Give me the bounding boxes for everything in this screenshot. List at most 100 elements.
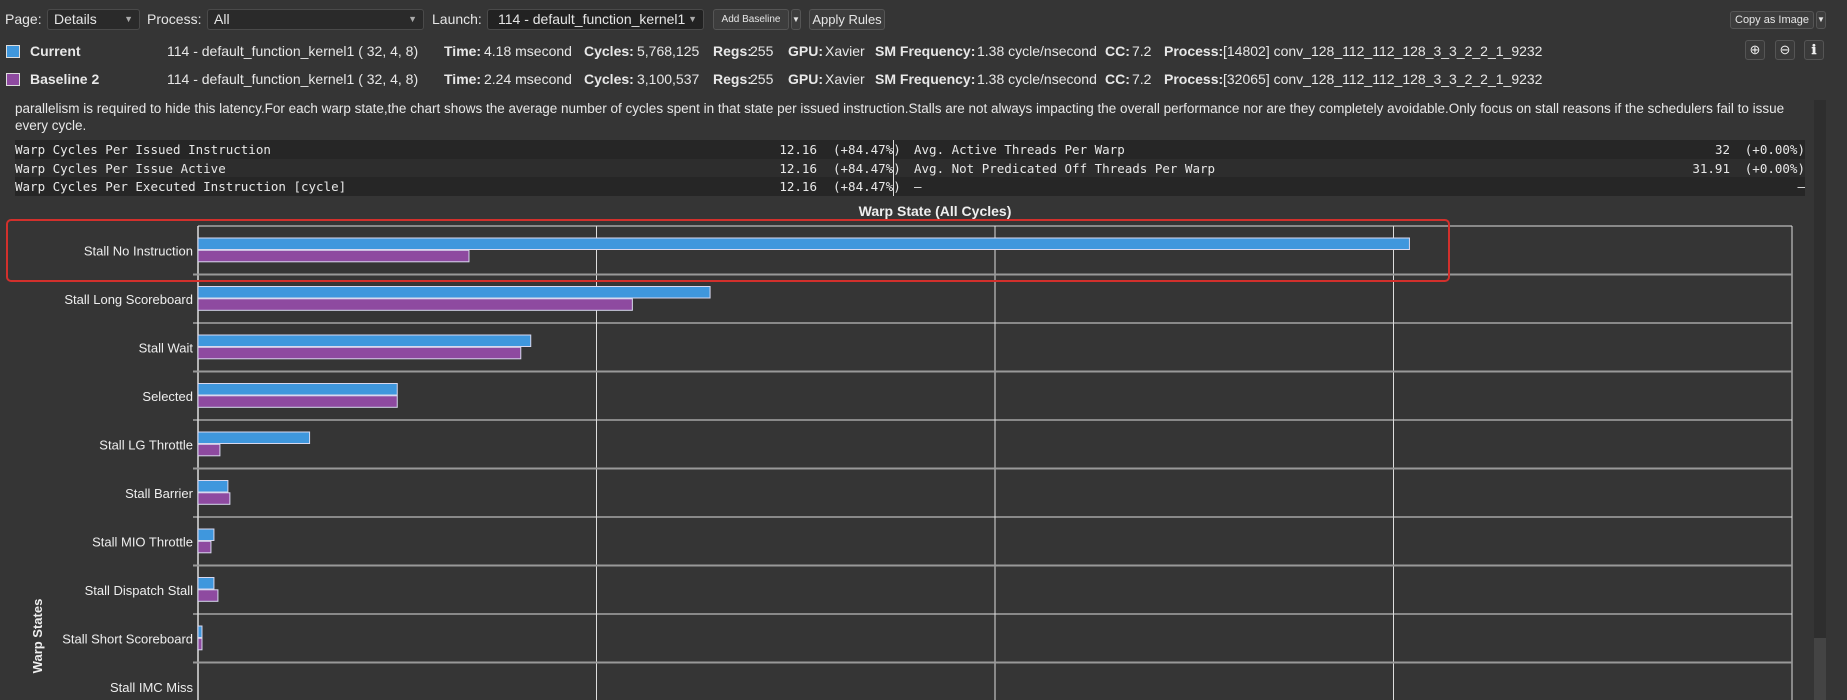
category-label: Stall IMC Miss bbox=[110, 680, 194, 695]
add-baseline-menu-button[interactable]: ▼ bbox=[791, 9, 801, 30]
metric-l-value: 12.16 bbox=[779, 179, 817, 194]
launch-label: Launch: bbox=[432, 11, 482, 27]
result-smf: 1.38 cycle/nsecond bbox=[977, 71, 1097, 87]
process-label: Process: bbox=[147, 11, 202, 27]
bar-current bbox=[197, 528, 215, 541]
bar-current bbox=[197, 383, 398, 396]
bar-current bbox=[197, 237, 1410, 250]
metric-l-delta: (+84.47%) bbox=[833, 160, 901, 176]
result-time: 2.24 msecond bbox=[484, 71, 572, 87]
result-kernel: 114 - default_function_kernel1 ( 32, 4, … bbox=[167, 71, 419, 87]
metric-l-name: Warp Cycles Per Executed Instruction [cy… bbox=[15, 179, 347, 194]
metric-r-delta: – bbox=[1797, 179, 1805, 194]
zoom-in-icon[interactable]: ⊕ bbox=[1745, 40, 1765, 60]
warp-state-chart: Warp State (All Cycles) Warp States Stall … bbox=[30, 203, 1793, 700]
info-icon[interactable]: ℹ bbox=[1804, 40, 1824, 60]
result-time: 4.18 msecond bbox=[484, 43, 572, 59]
result-cycles: 5,768,125 bbox=[637, 43, 700, 59]
description-line: parallelism is required to hide this lat… bbox=[15, 101, 1785, 116]
metric-l-name: Warp Cycles Per Issue Active bbox=[15, 160, 226, 176]
result-regs-label: Regs: bbox=[713, 71, 752, 87]
result-cc-label: CC: bbox=[1105, 43, 1130, 59]
apply-rules-button[interactable]: Apply Rules bbox=[809, 9, 885, 30]
chevron-down-icon: ▼ bbox=[124, 14, 133, 24]
bar-baseline bbox=[197, 249, 470, 263]
result-gpu-label: GPU: bbox=[788, 71, 823, 87]
result-smf: 1.38 cycle/nsecond bbox=[977, 43, 1097, 59]
metric-l-delta: (+84.47%) bbox=[833, 179, 901, 194]
result-regs: 255 bbox=[750, 71, 774, 87]
category-label: Stall Wait bbox=[139, 340, 194, 355]
result-name: Current bbox=[30, 43, 81, 59]
result-process-label: Process: bbox=[1164, 71, 1224, 87]
metric-l-name: Warp Cycles Per Issued Instruction bbox=[15, 142, 271, 157]
process-value: All bbox=[214, 11, 230, 27]
category-label: Stall MIO Throttle bbox=[92, 534, 193, 549]
bar-baseline bbox=[197, 443, 221, 457]
metric-r-value: 31.91 bbox=[1692, 160, 1730, 176]
copy-menu-button[interactable]: ▼ bbox=[1816, 11, 1826, 29]
scrollbar-thumb[interactable] bbox=[1814, 638, 1826, 700]
metric-r-value: 32 bbox=[1714, 142, 1730, 157]
result-cc: 7.2 bbox=[1132, 43, 1152, 59]
metric-row: Warp Cycles Per Executed Instruction [cy… bbox=[15, 177, 1805, 196]
process-dropdown[interactable]: All ▼ bbox=[207, 9, 424, 30]
highlight-box bbox=[6, 219, 1450, 282]
result-process: [32065] conv_128_112_112_128_3_3_2_2_1_9… bbox=[1223, 71, 1543, 87]
metric-l-value: 12.16 bbox=[779, 160, 817, 176]
result-time-label: Time: bbox=[444, 71, 482, 87]
bar-current bbox=[197, 480, 229, 493]
bar-baseline bbox=[197, 540, 212, 554]
bar-current bbox=[197, 431, 311, 444]
bar-baseline bbox=[197, 395, 398, 408]
zoom-out-icon[interactable]: ⊖ bbox=[1775, 40, 1795, 60]
result-smf-label: SM Frequency: bbox=[875, 43, 976, 59]
metric-l-delta: (+84.47%) bbox=[833, 142, 901, 157]
y-axis-title: Warp States bbox=[30, 599, 45, 674]
metric-r-delta: (+0.00%) bbox=[1744, 142, 1805, 157]
result-regs: 255 bbox=[750, 43, 774, 59]
result-gpu: Xavier bbox=[825, 43, 865, 59]
category-label: Selected bbox=[142, 389, 193, 404]
bar-baseline bbox=[197, 589, 219, 602]
metric-r-name: Avg. Not Predicated Off Threads Per Warp bbox=[914, 160, 1216, 176]
launch-dropdown[interactable]: 114 - default_function_kernel1 ▼ bbox=[487, 9, 704, 30]
result-regs-label: Regs: bbox=[713, 43, 752, 59]
scrollbar[interactable] bbox=[1814, 100, 1826, 700]
page-value: Details bbox=[54, 11, 97, 27]
add-baseline-button[interactable]: Add Baseline bbox=[713, 9, 789, 30]
bar-current bbox=[197, 334, 532, 347]
bar-baseline bbox=[197, 637, 203, 651]
result-gpu: Xavier bbox=[825, 71, 865, 87]
result-cycles: 3,100,537 bbox=[637, 71, 700, 87]
page-dropdown[interactable]: Details ▼ bbox=[47, 9, 140, 30]
metric-row: Warp Cycles Per Issue Active 12.16 (+84.47… bbox=[15, 158, 1805, 178]
copy-as-image-button[interactable]: Copy as Image bbox=[1730, 11, 1814, 29]
category-label: Stall Barrier bbox=[125, 486, 194, 501]
result-process-label: Process: bbox=[1164, 43, 1224, 59]
launch-value: 114 - default_function_kernel1 bbox=[498, 11, 686, 27]
result-time-label: Time: bbox=[444, 43, 482, 59]
bar-baseline bbox=[197, 346, 522, 360]
category-label: Stall LG Throttle bbox=[99, 437, 193, 452]
result-cycles-label: Cycles: bbox=[584, 71, 634, 87]
result-cycles-label: Cycles: bbox=[584, 43, 634, 59]
bar-current bbox=[197, 577, 215, 590]
metric-r-delta: (+0.00%) bbox=[1744, 160, 1805, 176]
result-cc-label: CC: bbox=[1105, 71, 1130, 87]
category-label: Stall Short Scoreboard bbox=[62, 631, 193, 646]
metric-r-name: – bbox=[914, 179, 922, 194]
table-divider bbox=[893, 140, 894, 196]
section-description: parallelism is required to hide this lat… bbox=[15, 100, 1805, 134]
result-cc: 7.2 bbox=[1132, 71, 1152, 87]
chevron-down-icon: ▼ bbox=[688, 14, 697, 24]
chart-title: Warp State (All Cycles) bbox=[859, 203, 1012, 219]
result-kernel: 114 - default_function_kernel1 ( 32, 4, … bbox=[167, 43, 419, 59]
chevron-down-icon: ▼ bbox=[792, 15, 800, 24]
chevron-down-icon: ▼ bbox=[1817, 15, 1825, 24]
category-label: Stall Dispatch Stall bbox=[85, 583, 193, 598]
category-label: Stall No Instruction bbox=[84, 243, 193, 258]
bar-current bbox=[197, 625, 203, 638]
series-color-swatch bbox=[6, 45, 20, 58]
bar-baseline bbox=[197, 492, 231, 505]
